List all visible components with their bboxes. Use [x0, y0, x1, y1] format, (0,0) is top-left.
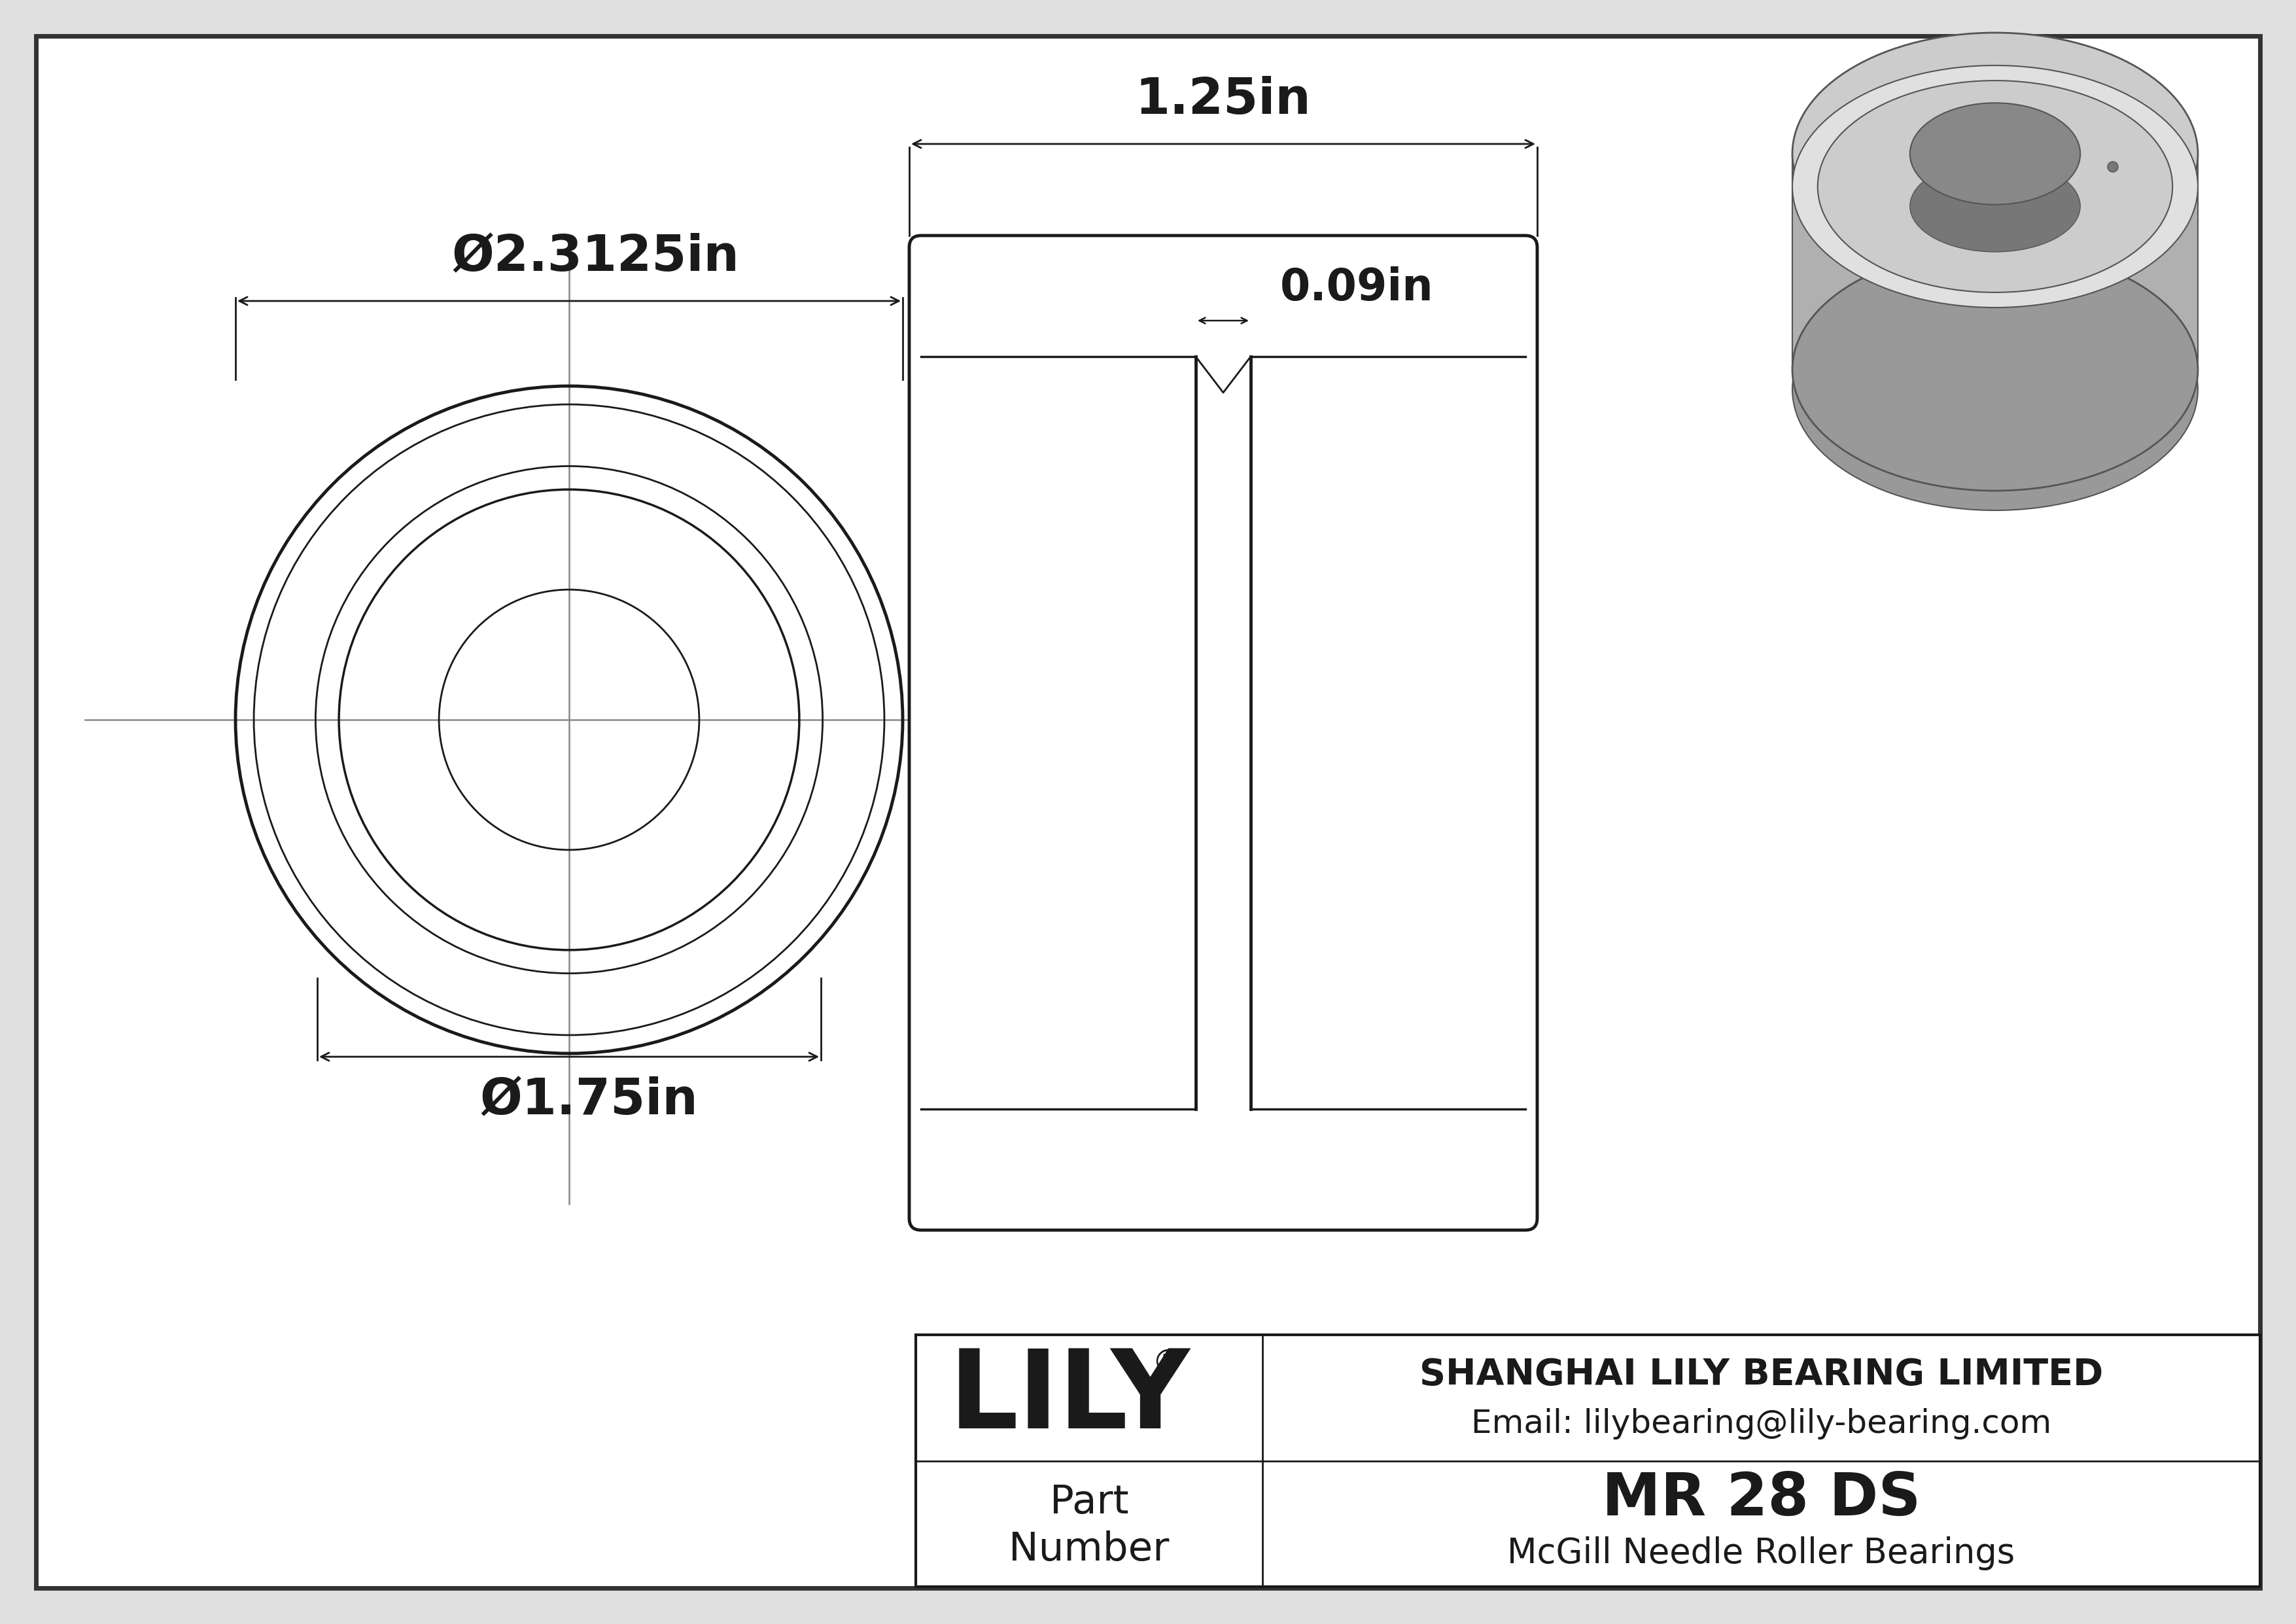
Text: LILY: LILY: [948, 1345, 1189, 1452]
Text: Ø2.3125in: Ø2.3125in: [452, 232, 739, 281]
Text: 1.25in: 1.25in: [1134, 76, 1311, 125]
Text: SHANGHAI LILY BEARING LIMITED: SHANGHAI LILY BEARING LIMITED: [1419, 1358, 2103, 1392]
Ellipse shape: [1793, 65, 2197, 307]
Text: McGill Needle Roller Bearings: McGill Needle Roller Bearings: [1508, 1536, 2016, 1570]
Text: Part: Part: [1049, 1483, 1130, 1522]
Bar: [1793, 154, 2197, 370]
Ellipse shape: [1818, 81, 2172, 292]
Text: Number: Number: [1008, 1530, 1169, 1569]
Text: Email: lilybearing@lily-bearing.com: Email: lilybearing@lily-bearing.com: [1472, 1408, 2050, 1439]
Text: ®: ®: [1150, 1348, 1185, 1379]
Text: 0.09in: 0.09in: [1281, 266, 1433, 310]
Circle shape: [2108, 162, 2119, 172]
Text: Ø1.75in: Ø1.75in: [480, 1077, 698, 1125]
Ellipse shape: [1910, 102, 2080, 205]
Ellipse shape: [1793, 248, 2197, 490]
Ellipse shape: [1910, 161, 2080, 252]
Polygon shape: [1793, 154, 1995, 490]
Ellipse shape: [1793, 268, 2197, 510]
Ellipse shape: [1793, 32, 2197, 274]
FancyBboxPatch shape: [909, 235, 1538, 1229]
Text: MR 28 DS: MR 28 DS: [1603, 1470, 1922, 1528]
Bar: [916, 1335, 2259, 1587]
